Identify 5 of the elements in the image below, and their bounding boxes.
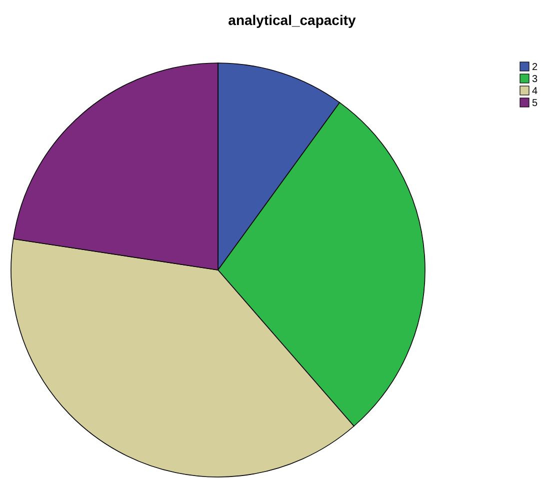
legend-label: 5 [532,98,538,109]
legend-label: 4 [532,86,538,97]
chart-title: analytical_capacity [228,12,356,28]
legend-label: 3 [532,74,538,85]
legend-label: 2 [532,62,538,73]
